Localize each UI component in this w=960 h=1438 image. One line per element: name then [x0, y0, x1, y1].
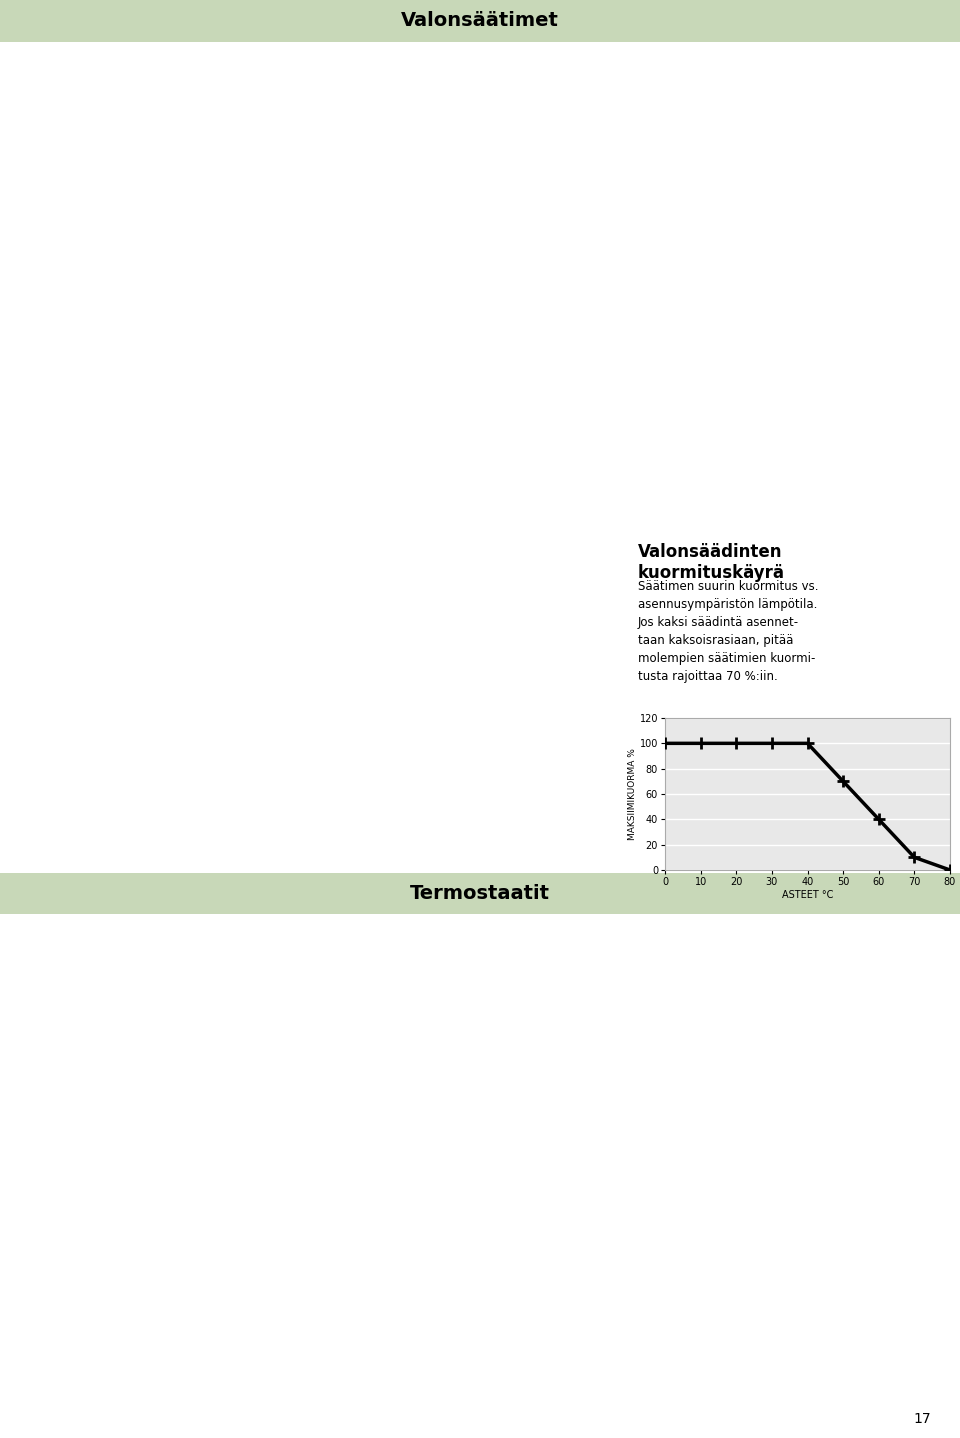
- X-axis label: ASTEET °C: ASTEET °C: [781, 890, 833, 900]
- Y-axis label: MAKSIIMIKUORMA %: MAKSIIMIKUORMA %: [628, 748, 636, 840]
- Text: Säätimen suurin kuormitus vs.
asennusympäristön lämpötila.
Jos kaksi säädintä as: Säätimen suurin kuormitus vs. asennusymp…: [638, 580, 819, 683]
- Text: 17: 17: [914, 1412, 931, 1426]
- Text: Termostaatit: Termostaatit: [410, 884, 550, 903]
- Text: Valonsäätimet: Valonsäätimet: [401, 12, 559, 30]
- Text: Valonsäädinten
kuormituskäyrä: Valonsäädinten kuormituskäyrä: [638, 544, 785, 582]
